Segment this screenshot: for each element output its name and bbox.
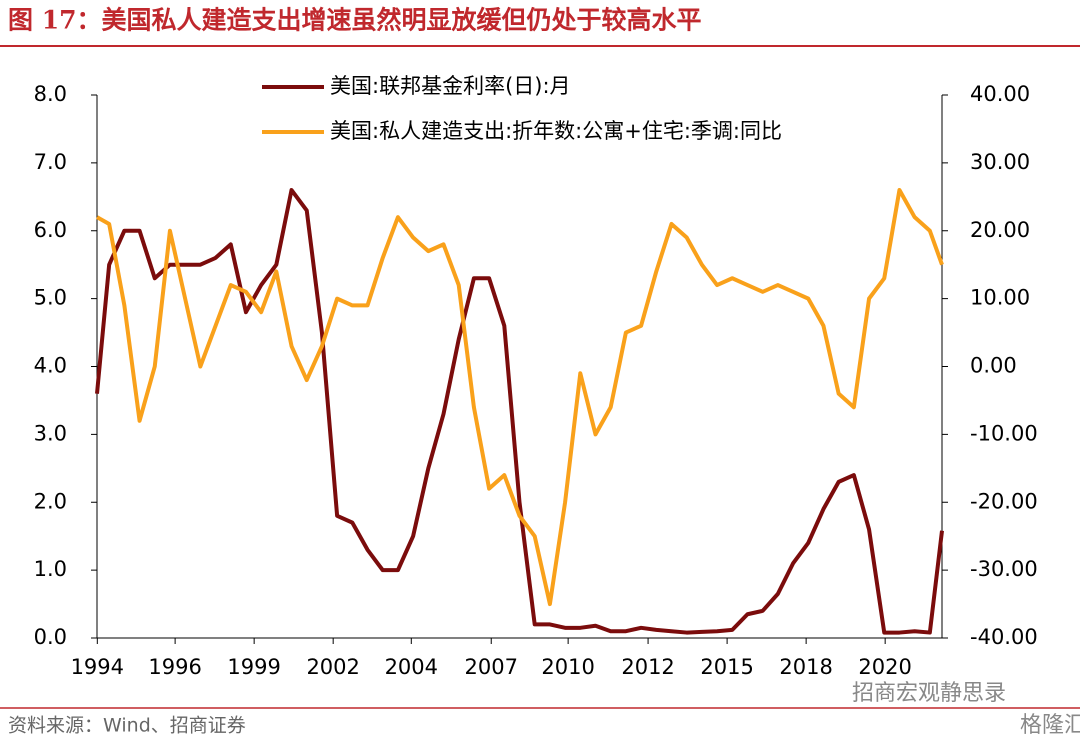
x-tick-label: 2020 <box>858 655 911 679</box>
y-tick-label: 0.0 <box>34 625 67 649</box>
x-tick-label: 2007 <box>465 655 518 679</box>
logo: 格隆汇 <box>1020 713 1080 738</box>
legend-label: 美国:联邦基金利率(日):月 <box>330 74 571 98</box>
chart-title: 图 17：美国私人建造支出增速虽然明显放缓但仍处于较高水平 <box>8 6 702 35</box>
watermark: 招商宏观静思录 <box>852 681 1006 706</box>
y2-tick-label: -40.00 <box>970 625 1038 649</box>
y-tick-label: 1.0 <box>34 557 67 581</box>
x-tick-label: 1994 <box>71 655 124 679</box>
x-tick-label: 2004 <box>385 655 438 679</box>
x-tick-label: 2015 <box>700 655 753 679</box>
x-tick-label: 2010 <box>541 655 594 679</box>
y-tick-label: 4.0 <box>34 354 67 378</box>
x-tick-label: 2018 <box>779 655 832 679</box>
y-tick-label: 3.0 <box>34 421 67 445</box>
y-tick-label: 5.0 <box>34 286 67 310</box>
y2-tick-label: 0.00 <box>970 354 1017 378</box>
y2-tick-label: -10.00 <box>970 421 1038 445</box>
x-tick-label: 2012 <box>621 655 674 679</box>
y-tick-label: 2.0 <box>34 489 67 513</box>
series-line <box>96 188 944 607</box>
y2-tick-label: -20.00 <box>970 489 1038 513</box>
source: 资料来源：Wind、招商证券 <box>8 715 246 737</box>
y2-tick-label: 10.00 <box>970 286 1030 310</box>
x-tick-label: 1999 <box>227 655 280 679</box>
series-line <box>95 188 944 635</box>
y-tick-label: 8.0 <box>34 82 67 106</box>
x-tick-label: 2002 <box>306 655 359 679</box>
y2-tick-label: -30.00 <box>970 557 1038 581</box>
x-tick-label: 1996 <box>148 655 201 679</box>
y-tick-label: 7.0 <box>34 150 67 174</box>
y2-tick-label: 20.00 <box>970 218 1030 242</box>
legend-label: 美国:私人建造支出:折年数:公寓+住宅:季调:同比 <box>330 119 782 143</box>
y-tick-label: 6.0 <box>34 218 67 242</box>
y2-tick-label: 30.00 <box>970 150 1030 174</box>
y2-tick-label: 40.00 <box>970 82 1030 106</box>
